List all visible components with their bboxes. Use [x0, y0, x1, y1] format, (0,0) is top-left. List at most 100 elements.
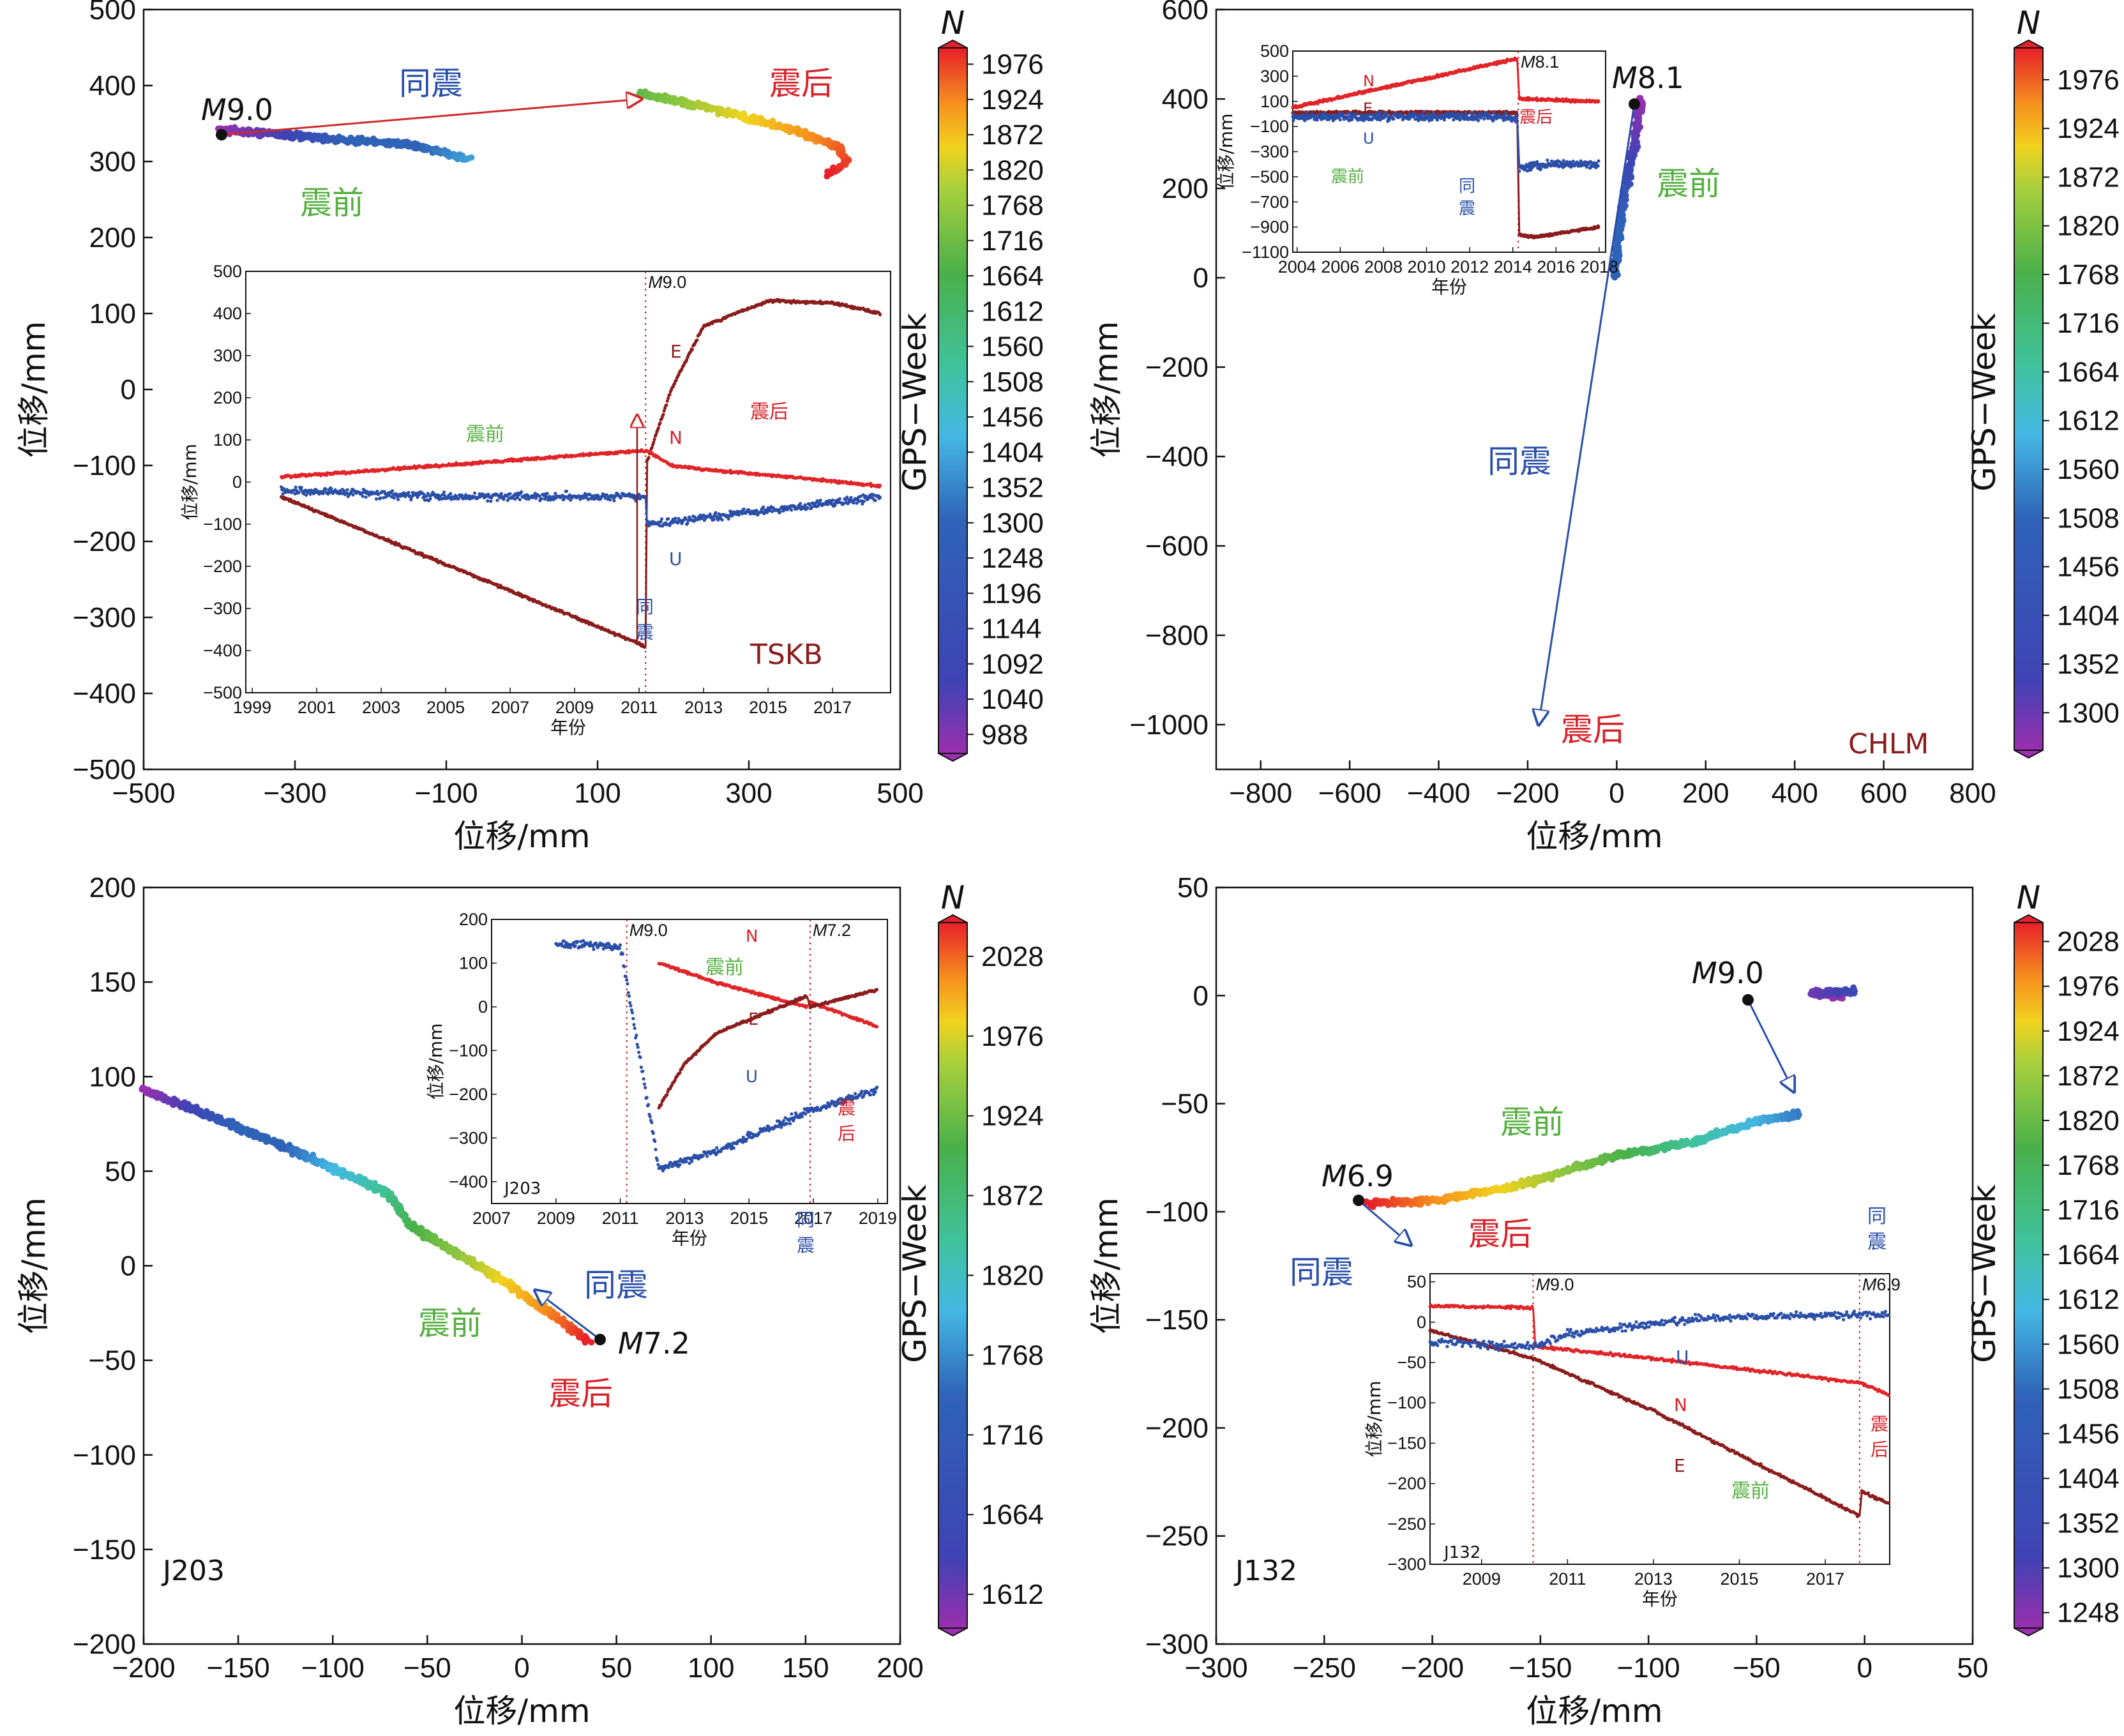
inset-point	[695, 338, 699, 342]
y-tick-label: −600	[1145, 531, 1209, 562]
inset-y-tick-label: −500	[1250, 167, 1289, 186]
inset-point	[742, 507, 746, 511]
inset-point	[1392, 117, 1396, 121]
inset-point	[803, 503, 807, 507]
inset-y-tick-label: −200	[203, 557, 242, 576]
inset-chart: 2004 2006 2008 2010 2012 2014 2016 201850030010…	[1216, 42, 1618, 298]
inset-point	[564, 489, 569, 493]
inset-point	[545, 492, 549, 495]
colorbar-tick-label: 1768	[2057, 259, 2120, 291]
inset-y-tick-label: −500	[203, 683, 242, 702]
inset-point	[297, 490, 301, 494]
inset-series-e	[280, 298, 882, 649]
x-tick-label: 600	[1860, 778, 1907, 809]
inset-y-tick-label: −100	[1250, 117, 1289, 136]
colorbar-tick-label: 1352	[2057, 649, 2120, 680]
inset-chart: 1999 2001 2003 2005 2007 2009 2011 2013 2015 2017…	[179, 262, 891, 738]
inset-point	[661, 412, 665, 416]
inset-x-tick-label: 1999	[233, 698, 271, 717]
x-tick-label: 500	[877, 778, 923, 809]
colorbar-tick-label: 1196	[981, 578, 1042, 609]
inset-point	[658, 421, 662, 425]
inset-y-tick-label: 200	[213, 388, 242, 407]
inset-y-tick-label: −700	[1250, 192, 1289, 211]
inset-point	[650, 446, 654, 449]
inset-point	[351, 493, 355, 497]
data-point	[739, 115, 746, 121]
x-axis-label: 位移/mm	[1526, 818, 1662, 855]
inset-point	[324, 487, 328, 491]
inset-frame	[245, 271, 891, 693]
inset-y-tick-label: −300	[1250, 142, 1289, 162]
inset-x-axis-label: 年份	[550, 717, 586, 738]
colorbar-tick-label: 1976	[2057, 64, 2120, 96]
inset-point	[652, 441, 656, 444]
x-tick-label: −300	[263, 778, 326, 809]
inset-point	[1482, 117, 1486, 121]
colorbar-tick-label: 1352	[981, 472, 1044, 504]
colorbar-tick-label: 1976	[981, 49, 1044, 80]
y-tick-label: −500	[73, 754, 136, 785]
inset-x-tick-label: 2011	[621, 698, 658, 717]
x-tick-label: 300	[725, 778, 772, 809]
colorbar-tick-label: 1508	[981, 366, 1044, 398]
data-point	[824, 173, 831, 180]
inset-point	[495, 499, 499, 502]
x-axis-label: 位移/mm	[453, 818, 590, 855]
inset-point	[299, 486, 303, 490]
colorbar-tick-label: 1716	[2057, 308, 2120, 339]
y-tick-label: 0	[1193, 262, 1209, 294]
inset-point	[608, 498, 612, 502]
inset-x-tick-label: 2003	[362, 698, 400, 717]
inset-y-axis-label: 位移/mm	[1216, 114, 1237, 190]
inset-point	[1491, 118, 1495, 122]
colorbar-symbol: N	[2017, 4, 2040, 42]
colorbar-tick-label: 1924	[981, 84, 1044, 116]
colorbar-tick-label: 1560	[981, 331, 1044, 363]
scatter-points	[215, 88, 852, 180]
inset-point	[674, 379, 678, 382]
colorbar-tick-label: 1508	[2057, 502, 2120, 534]
inset-y-tick-label: 500	[1260, 42, 1289, 61]
inset-x-tick-label: 2005	[426, 698, 465, 717]
inset-point	[778, 510, 782, 514]
inset-point	[663, 406, 667, 411]
inset-point	[668, 393, 672, 396]
inset-point	[1315, 118, 1319, 122]
inset-x-tick-label: 2010	[1407, 257, 1445, 276]
colorbar	[938, 47, 968, 754]
y-tick-label: 200	[89, 222, 136, 253]
inset-point	[495, 582, 499, 586]
inset-point	[712, 518, 716, 522]
inset-point	[305, 493, 308, 497]
inset-x-tick-label: 2006	[1321, 257, 1359, 276]
inset-point	[449, 492, 453, 495]
inset-point	[1464, 111, 1468, 115]
y-tick-label: 200	[1162, 173, 1209, 204]
inset-y-tick-label: 0	[232, 472, 242, 492]
data-point	[661, 96, 668, 103]
inset-point	[831, 498, 834, 502]
inset-point	[1597, 225, 1601, 229]
inset-y-tick-label: 100	[1260, 92, 1289, 111]
x-tick-label: −400	[1407, 778, 1470, 809]
inset-point	[486, 499, 490, 503]
colorbar-tick-label: 1664	[981, 260, 1044, 292]
inset-eq-label: M8.1	[1521, 52, 1559, 72]
inset-point	[518, 497, 522, 502]
inset-x-tick-label: 2007	[491, 698, 529, 717]
inset-point	[659, 517, 664, 521]
inset-point	[878, 495, 882, 499]
y-tick-label: 400	[1162, 84, 1209, 115]
inset-point	[345, 488, 349, 492]
inset-y-tick-label: 400	[213, 304, 242, 323]
colorbar-tick-label: 1456	[981, 402, 1044, 433]
x-tick-label: −800	[1229, 778, 1292, 809]
inset-y-tick-label: −900	[1250, 218, 1289, 237]
inset-point	[392, 496, 396, 500]
inset-point	[862, 499, 866, 503]
y-tick-label: −1000	[1129, 709, 1209, 741]
inset-point	[690, 348, 694, 352]
data-point	[463, 156, 470, 163]
